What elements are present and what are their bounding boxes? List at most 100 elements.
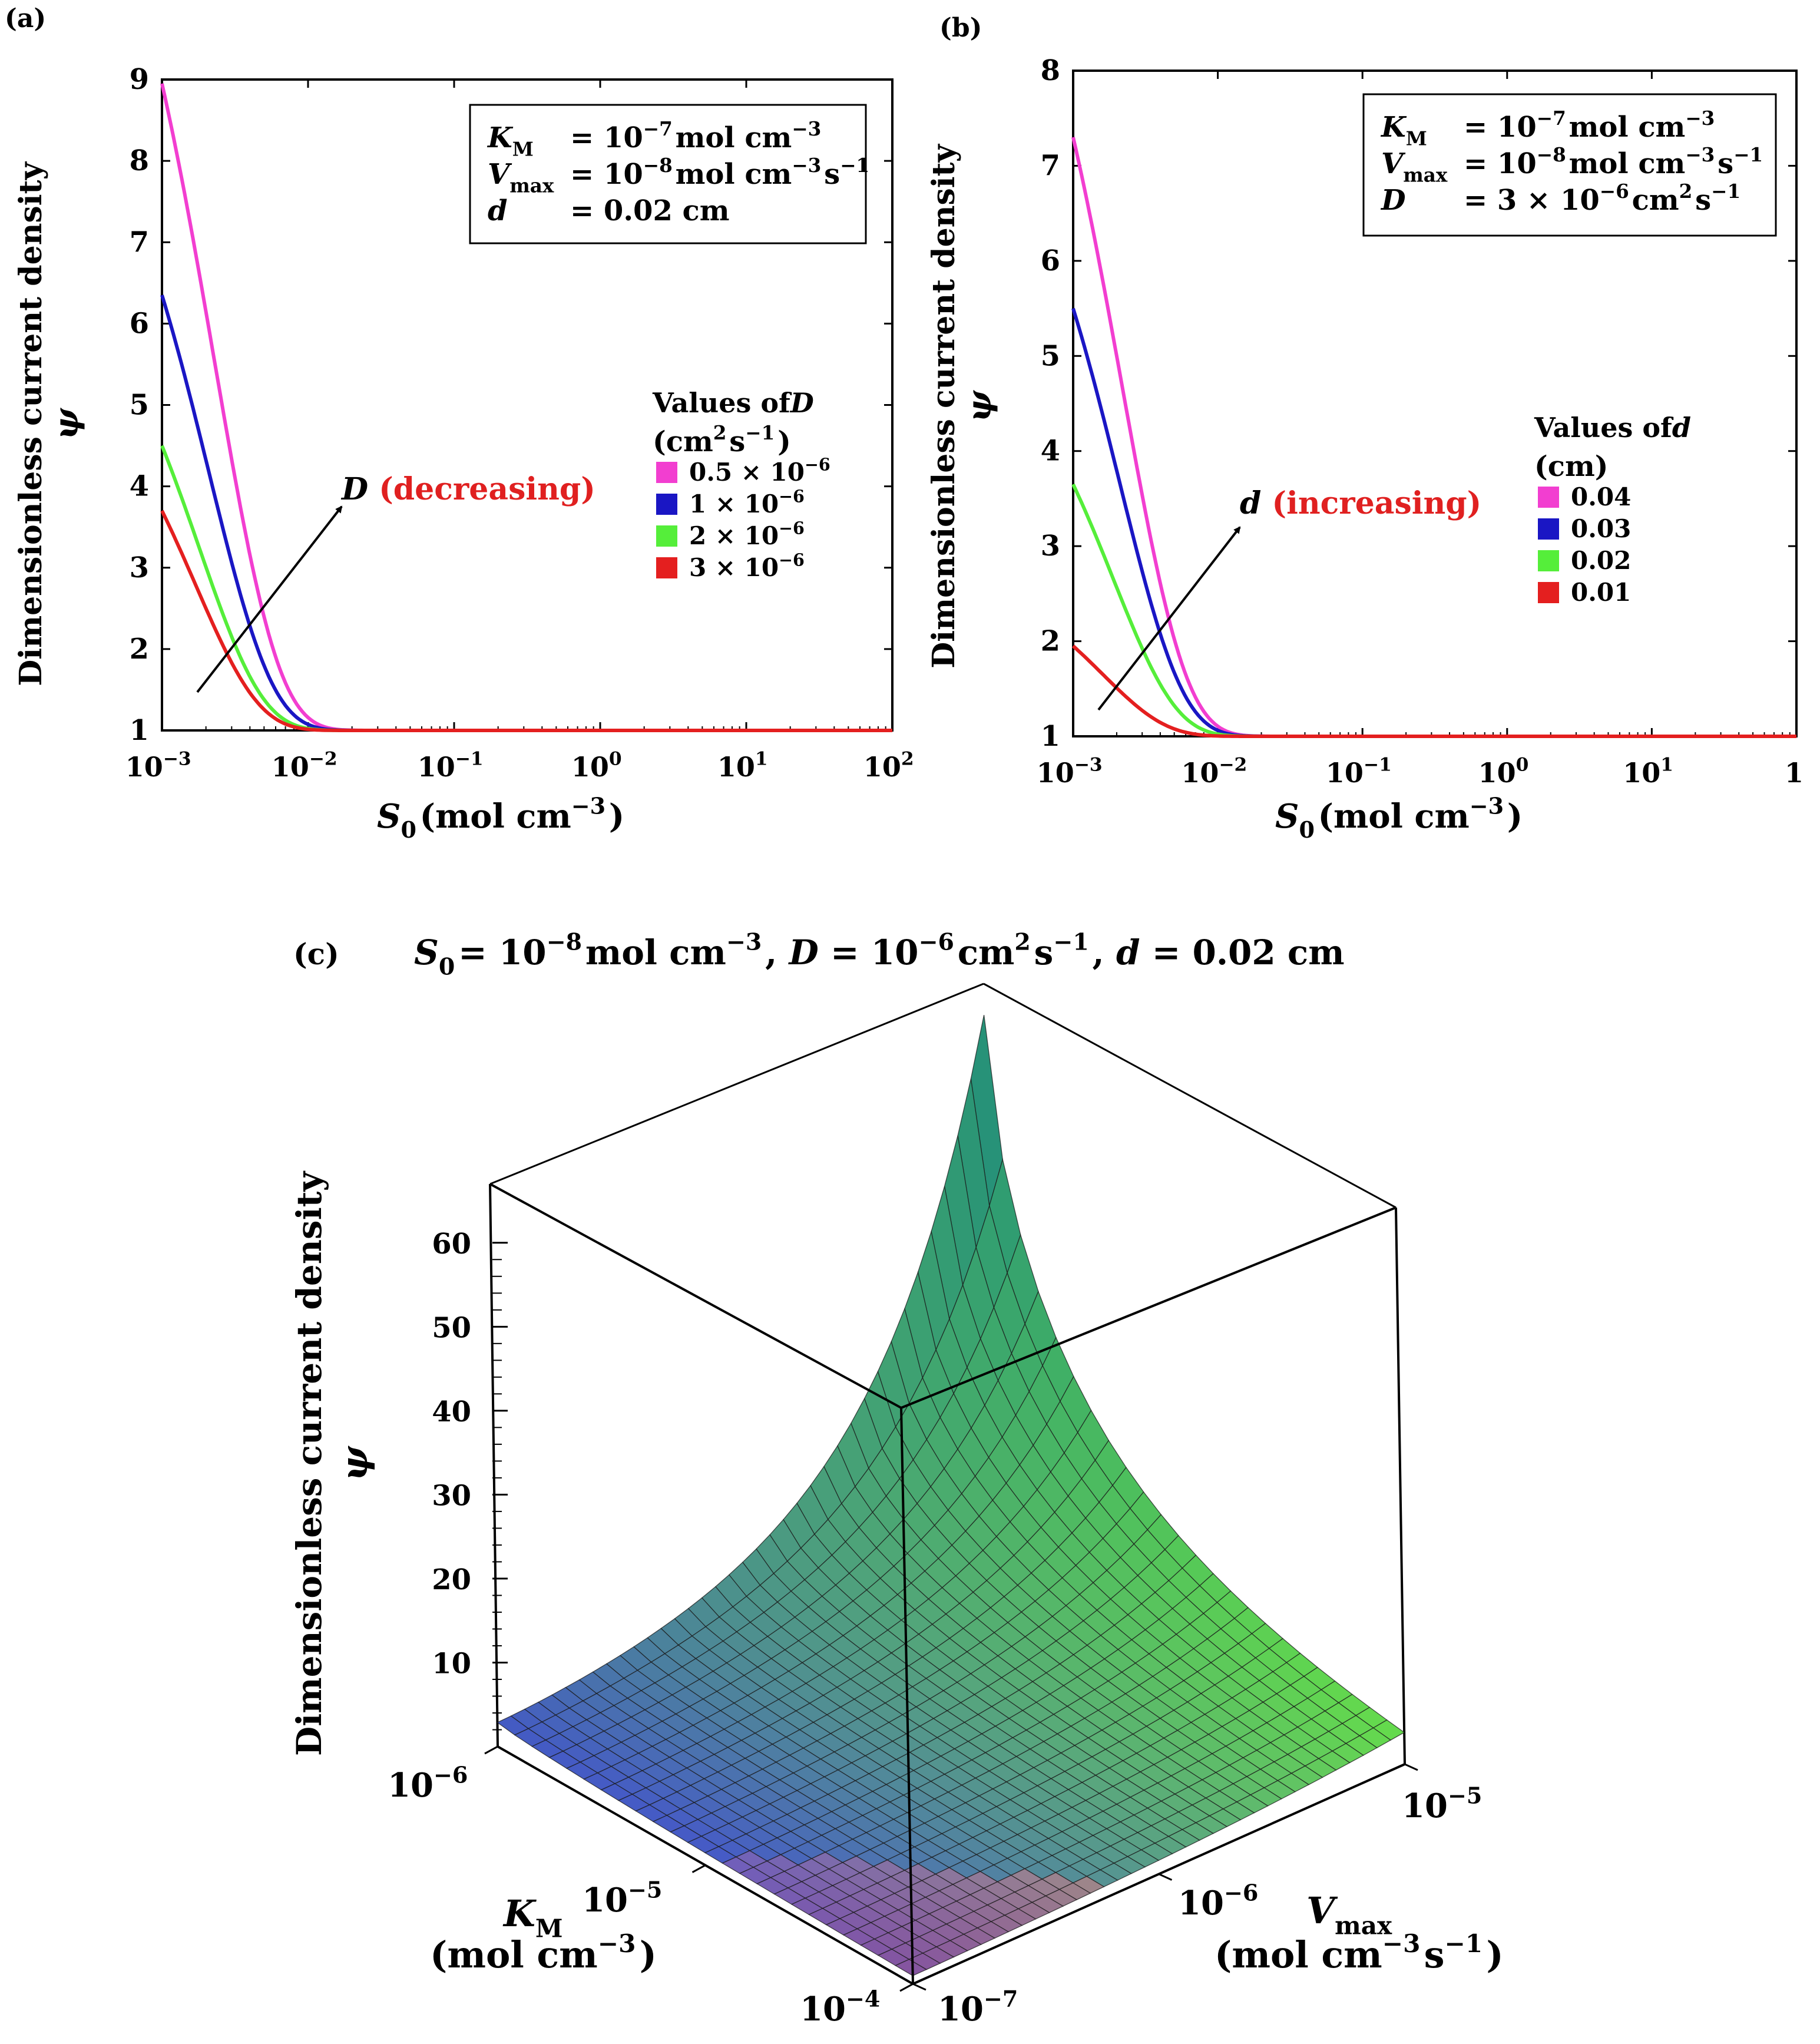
vmax-axis-units-part-0: (mol cm [1215, 1933, 1382, 1976]
box-edge-front-vertical [900, 1407, 914, 1985]
y-tick-label: 3 [130, 551, 149, 584]
x-tick-label-part-0: 10 [1037, 757, 1074, 789]
vmax-axis-units-part-4: ) [1486, 1933, 1503, 1976]
x-tick-label-part-1: −1 [455, 749, 484, 770]
x-axis-label-part-2: (mol cm [420, 797, 571, 836]
x-tick-label-reset-1 [1528, 757, 1531, 789]
series-line-2 [1071, 483, 1796, 738]
param-symbol-0-part-0: K [1380, 111, 1407, 144]
box-edge-top-front-left [489, 1183, 902, 1409]
z-tick-label: 20 [432, 1563, 471, 1596]
x-tick-label-part-0: 10 [717, 751, 755, 783]
param-value-2-part-0: = 0.02 cm [570, 194, 730, 227]
param-symbol-2-part-0: D [1380, 184, 1406, 217]
panel-label-b: (b) [939, 13, 982, 43]
param-value-0-reset-3 [821, 121, 824, 154]
param-symbol-1-reset-1 [554, 158, 557, 191]
surface-title-part-9: −6 [918, 929, 954, 956]
legend-entry-2-part-0: 0.02 [1571, 546, 1631, 575]
legend-entry-1-reset-1 [805, 489, 807, 518]
km-tick-label-part-1: −6 [434, 1761, 468, 1788]
z-tick-label: 40 [432, 1395, 471, 1428]
legend-entry-0-part-0: 0.04 [1571, 482, 1631, 511]
x-tick-label-part-1: −2 [1219, 755, 1247, 776]
legend-entry-1: 1 × 10−6 [689, 486, 807, 518]
param-value-1-part-2: mol cm [1569, 147, 1686, 180]
x-tick-label-reset-1 [191, 751, 194, 783]
y-tick-label: 6 [130, 307, 149, 340]
param-symbol-1-part-1: max [509, 174, 554, 197]
legend-entry-0-part-1: −6 [805, 454, 830, 474]
param-value-1-part-2: mol cm [676, 158, 792, 191]
x-tick-label-reset-1 [1673, 757, 1676, 789]
legend-title-part-0: Values of [1534, 412, 1674, 444]
km-tick-label-part-0: 10 [388, 1766, 434, 1805]
vmax-tick-label-part-0: 10 [1178, 1884, 1224, 1923]
y-tick-label: 5 [1041, 339, 1060, 372]
param-value-1: = 10−8 mol cm−3 s−1 [570, 154, 872, 191]
param-symbol-1: Vmax [1381, 147, 1450, 186]
x-tick-label: 10−3 [1037, 755, 1106, 789]
box-edge-top-back-right [983, 983, 1397, 1209]
param-symbol-0-part-1: M [512, 137, 534, 160]
x-axis-label-part-4: ) [1507, 797, 1523, 836]
surface-title-part-15: d [1116, 932, 1140, 973]
legend-swatch-0 [656, 462, 677, 483]
x-axis-label: S0 (mol cm−3 ) [377, 792, 624, 842]
legend-entry-3: 3 × 10−6 [689, 550, 807, 582]
parameter-box [1362, 93, 1777, 237]
x-axis-label: S0 (mol cm−3 ) [1275, 792, 1523, 842]
y-tick-label: 5 [130, 389, 149, 422]
param-value-1-part-5: −1 [1733, 143, 1763, 166]
surface-title-part-1: 0 [439, 953, 455, 980]
param-value-0: = 10−7 mol cm−3 [570, 117, 824, 154]
x-axis-label-part-3: −3 [571, 792, 605, 819]
km-tick-label: 10−6 [388, 1761, 471, 1805]
km-axis-units-part-0: (mol cm [430, 1933, 598, 1976]
km-tick-label: 10−4 [800, 1985, 883, 2029]
km-tick-label-reset-1 [468, 1766, 471, 1805]
surface-title-part-3: −8 [547, 929, 582, 956]
x-tick-label-part-0: 10 [1478, 757, 1516, 789]
param-symbol-0-part-0: K [487, 121, 514, 154]
param-value-1-part-4: s [824, 158, 840, 191]
param-value-2-reset-5 [1740, 184, 1743, 217]
x-tick-label: 10−2 [272, 749, 340, 783]
param-value-0-part-2: mol cm [1569, 111, 1686, 144]
km-tick-label: 10−5 [582, 1876, 666, 1920]
vmax-tick-label-part-1: −7 [984, 1985, 1018, 2012]
legend-swatch-1 [656, 494, 677, 515]
km-tick-label-part-0: 10 [800, 1990, 846, 2029]
legend-entry-1-part-1: −6 [779, 486, 805, 506]
surface-patch [894, 1959, 928, 1976]
vmax-tick-label-reset-1 [1018, 1990, 1021, 2029]
surface-title-part-8: = 10 [819, 932, 919, 973]
legend-entry-3-part-1: −6 [779, 550, 805, 570]
param-symbol-0: KM [1380, 111, 1430, 150]
surface-title-part-14: , [1093, 932, 1116, 973]
box-edge-top-front-right [901, 1206, 1397, 1409]
param-value-1: = 10−8 mol cm−3 s−1 [1464, 143, 1766, 180]
x-tick-label: 100 [571, 749, 624, 783]
param-value-1-reset-5 [869, 158, 872, 191]
x-tick-label-part-1: −1 [1364, 755, 1392, 776]
x-tick-label-reset-1 [622, 751, 625, 783]
x-tick-label-part-0: 10 [1326, 757, 1364, 789]
y-tick-label: 9 [130, 63, 149, 96]
param-value-2: = 3 × 10−6 cm2 s−1 [1464, 180, 1743, 217]
y-axis-label-symbol: ψ [47, 407, 86, 439]
legend-units-part-0: (cm [653, 425, 713, 458]
legend-entry-3-reset-1 [805, 553, 807, 582]
surface-title-part-0: S [414, 932, 439, 973]
km-axis-label-reset-1 [563, 1892, 567, 1935]
z-axis-label: Dimensionless current density ψ [289, 1170, 376, 1757]
param-value-0-part-0: = 10 [570, 121, 643, 154]
x-tick-label: 102 [863, 749, 916, 783]
param-value-2-part-3: 2 [1679, 180, 1693, 203]
trend-arrow [1097, 526, 1241, 711]
y-tick-label: 7 [130, 226, 149, 259]
param-value-1-part-3: −3 [1685, 143, 1715, 166]
